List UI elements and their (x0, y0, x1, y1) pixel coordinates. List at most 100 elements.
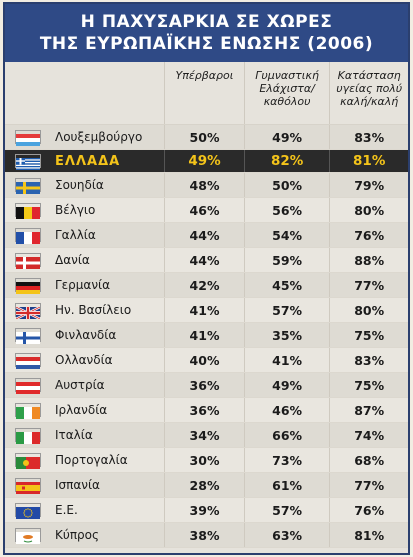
overweight-value: 44% (164, 248, 244, 272)
cyprus-flag-icon (15, 528, 41, 544)
country-name: Πορτογαλία (55, 453, 128, 467)
country-name: Δανία (55, 253, 90, 267)
overweight-value: 49% (164, 150, 244, 172)
country-name: Κύπρος (55, 528, 100, 542)
table-row: Ολλανδία 40% 41% 83% (5, 348, 408, 373)
overweight-value: 28% (164, 473, 244, 497)
exercise-value: 45% (243, 273, 330, 297)
exercise-value: 56% (243, 198, 330, 222)
table-row: Ισπανία 28% 61% 77% (5, 473, 408, 498)
table-row: Πορτογαλία 30% 73% 68% (5, 448, 408, 473)
exercise-value: 59% (243, 248, 330, 272)
obesity-table: Η ΠΑΧΥΣΑΡΚΙΑ ΣΕ ΧΩΡΕΣ ΤΗΣ ΕΥΡΩΠΑΪΚΗΣ ΕΝΩ… (3, 2, 410, 555)
eu-flag-icon (15, 503, 41, 519)
health-value: 83% (329, 348, 408, 372)
exercise-value: 66% (243, 423, 330, 447)
table-row: Κύπρος 38% 63% 81% (5, 523, 408, 548)
france-flag-icon (15, 228, 41, 244)
country-name: Ην. Βασίλειο (55, 303, 132, 317)
table-row: ΕΛΛΑΔΑ 49% 82% 81% (5, 150, 408, 173)
header-overweight-label: Υπέρβαροι (175, 69, 234, 82)
country-name: Ε.Ε. (55, 503, 78, 517)
table-row: Ε.Ε. 39% 57% 76% (5, 498, 408, 523)
country-cell: Αυστρία (5, 373, 164, 397)
overweight-value: 34% (164, 423, 244, 447)
portugal-flag-icon (15, 453, 41, 469)
finland-flag-icon (15, 328, 41, 344)
germany-flag-icon (15, 278, 41, 295)
country-cell: Φινλανδία (5, 323, 164, 347)
country-name: Ολλανδία (55, 353, 113, 367)
overweight-value: 42% (164, 273, 244, 297)
health-value: 75% (329, 323, 408, 347)
country-name: Ιταλία (55, 428, 93, 442)
health-value: 83% (329, 125, 408, 149)
overweight-value: 39% (164, 498, 244, 522)
title-line-2: ΤΗΣ ΕΥΡΩΠΑΪΚΗΣ ΕΝΩΣΗΣ (2006) (39, 34, 374, 54)
health-value: 79% (329, 173, 408, 197)
header-overweight: Υπέρβαροι (164, 62, 244, 124)
country-cell: Ισπανία (5, 473, 164, 497)
health-value: 74% (329, 423, 408, 447)
health-value: 76% (329, 223, 408, 247)
country-cell: Ιταλία (5, 423, 164, 447)
overweight-value: 44% (164, 223, 244, 247)
exercise-value: 35% (243, 323, 330, 347)
health-value: 80% (329, 198, 408, 222)
table-row: Γαλλία 44% 54% 76% (5, 223, 408, 248)
overweight-value: 36% (164, 398, 244, 422)
exercise-value: 54% (243, 223, 330, 247)
header-health-line1: Κατάσταση (337, 69, 401, 82)
luxembourg-flag-icon (15, 130, 41, 147)
overweight-value: 38% (164, 523, 244, 547)
exercise-value: 57% (243, 498, 330, 522)
country-name: Βέλγιο (55, 203, 96, 217)
health-value: 80% (329, 298, 408, 322)
header-exercise-line2: Ελάχιστα/ (259, 82, 315, 95)
country-name: Ιρλανδία (55, 403, 108, 417)
country-name: ΕΛΛΑΔΑ (55, 153, 121, 169)
country-cell: Λουξεμβούργο (5, 125, 164, 149)
overweight-value: 41% (164, 323, 244, 347)
title-line-1: Η ΠΑΧΥΣΑΡΚΙΑ ΣΕ ΧΩΡΕΣ (80, 12, 333, 32)
exercise-value: 46% (243, 398, 330, 422)
health-value: 77% (329, 273, 408, 297)
header-health-line2: υγείας πολύ (336, 82, 403, 95)
country-cell: Ε.Ε. (5, 498, 164, 522)
table-row: Φινλανδία 41% 35% 75% (5, 323, 408, 348)
health-value: 68% (329, 448, 408, 472)
table-row: Γερμανία 42% 45% 77% (5, 273, 408, 298)
health-value: 88% (329, 248, 408, 272)
exercise-value: 61% (243, 473, 330, 497)
exercise-value: 73% (243, 448, 330, 472)
table-row: Βέλγιο 46% 56% 80% (5, 198, 408, 223)
country-cell: Δανία (5, 248, 164, 272)
health-value: 75% (329, 373, 408, 397)
country-name: Ισπανία (55, 478, 100, 492)
belgium-flag-icon (15, 203, 41, 219)
exercise-value: 63% (243, 523, 330, 547)
country-cell: ΕΛΛΑΔΑ (5, 150, 164, 172)
table-body: Λουξεμβούργο 50% 49% 83% ΕΛΛΑΔΑ 49% 82% … (5, 125, 408, 548)
overweight-value: 46% (164, 198, 244, 222)
exercise-value: 41% (243, 348, 330, 372)
country-cell: Γαλλία (5, 223, 164, 247)
uk-flag-icon (15, 303, 41, 321)
health-value: 81% (329, 523, 408, 547)
country-name: Λουξεμβούργο (55, 130, 143, 144)
austria-flag-icon (15, 378, 41, 395)
country-cell: Βέλγιο (5, 198, 164, 222)
country-name: Φινλανδία (55, 328, 117, 342)
table-row: Ιταλία 34% 66% 74% (5, 423, 408, 448)
greece-flag-icon (15, 154, 41, 171)
header-health: Κατάσταση υγείας πολύ καλή/καλή (329, 62, 408, 124)
country-cell: Κύπρος (5, 523, 164, 547)
table-header: Υπέρβαροι Γυμναστική Ελάχιστα/ καθόλου Κ… (5, 62, 408, 125)
health-value: 76% (329, 498, 408, 522)
country-name: Γερμανία (55, 278, 111, 292)
health-value: 81% (329, 150, 408, 172)
exercise-value: 82% (243, 150, 330, 172)
overweight-value: 36% (164, 373, 244, 397)
overweight-value: 40% (164, 348, 244, 372)
netherlands-flag-icon (15, 353, 41, 370)
